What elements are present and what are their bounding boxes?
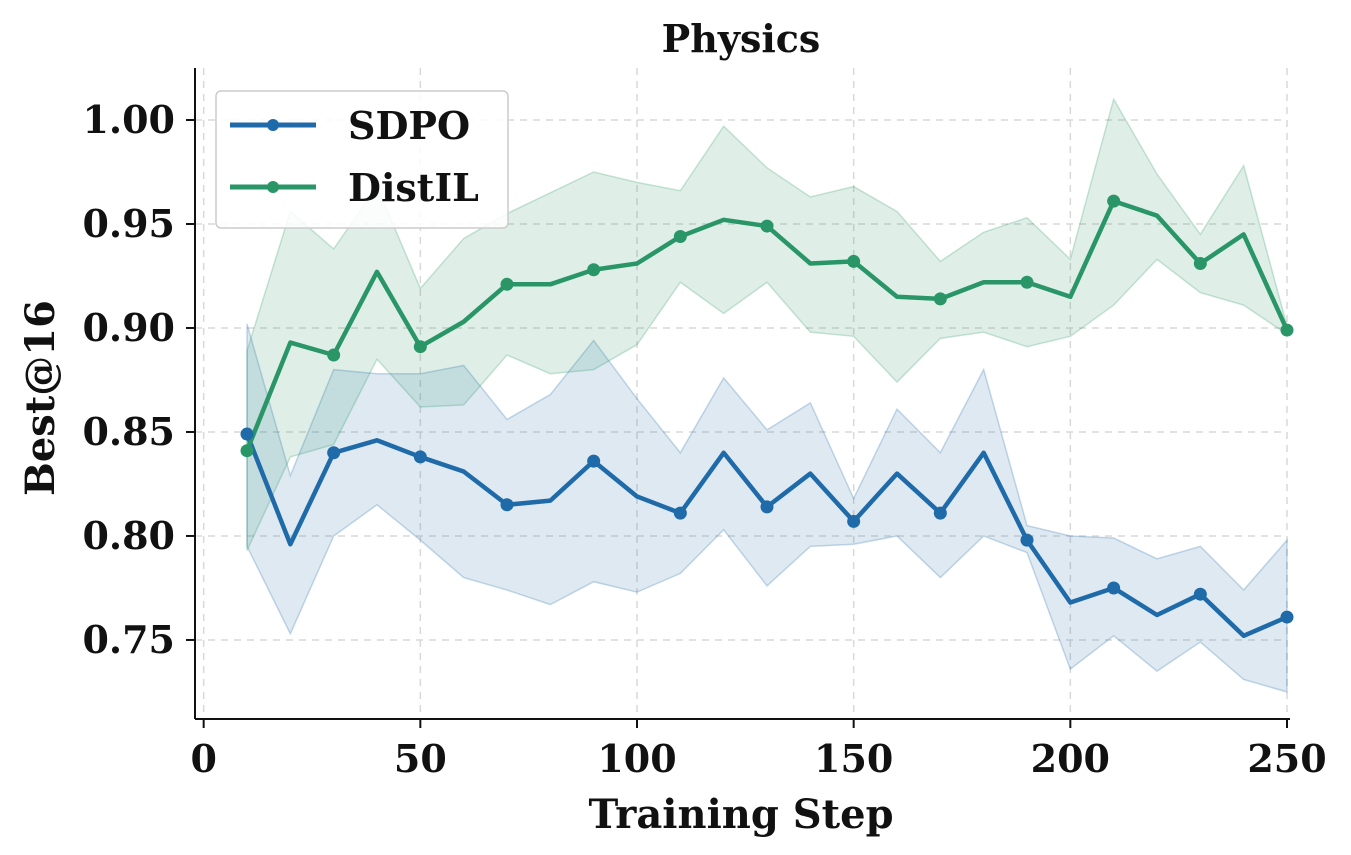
data-point-distil (1280, 323, 1294, 337)
x-tick-label: 150 (814, 736, 893, 781)
data-point-distil (760, 219, 774, 233)
data-point-sdpo (933, 506, 947, 520)
data-point-sdpo (1020, 533, 1034, 547)
data-point-sdpo (1280, 610, 1294, 624)
y-tick-label: 1.00 (82, 97, 175, 142)
data-point-distil (240, 444, 254, 458)
x-ticks: 0 50 100 150 200 250 (190, 719, 1327, 781)
legend-label-sdpo: SDPO (348, 103, 470, 148)
x-axis-label: Training Step (588, 791, 893, 838)
y-axis-label: Best@16 (17, 300, 64, 496)
y-tick-label: 0.85 (82, 409, 175, 454)
chart-title: Physics (662, 16, 821, 61)
legend-marker-distil (267, 181, 279, 193)
data-point-distil (847, 254, 861, 268)
data-point-sdpo (1107, 581, 1121, 595)
data-point-sdpo (847, 514, 861, 528)
data-point-distil (327, 348, 341, 362)
data-point-sdpo (587, 454, 601, 468)
data-point-distil (587, 263, 601, 277)
data-point-sdpo (673, 506, 687, 520)
data-point-sdpo (1193, 587, 1207, 601)
data-point-distil (413, 340, 427, 354)
data-point-sdpo (327, 446, 341, 460)
y-tick-label: 0.95 (82, 201, 175, 246)
y-tick-label: 0.80 (82, 513, 175, 558)
x-tick-label: 100 (597, 736, 676, 781)
y-ticks: 0.75 0.80 0.85 0.90 0.95 1.00 (82, 97, 195, 662)
axes (194, 68, 1290, 720)
x-tick-label: 250 (1247, 736, 1326, 781)
data-point-sdpo (240, 427, 254, 441)
data-point-sdpo (413, 450, 427, 464)
data-point-distil (1107, 194, 1121, 208)
x-tick-label: 200 (1031, 736, 1110, 781)
y-tick-label: 0.90 (82, 305, 175, 350)
series-markers (240, 194, 1294, 624)
data-point-distil (500, 277, 514, 291)
data-point-distil (1193, 257, 1207, 271)
x-tick-label: 50 (394, 736, 447, 781)
legend-marker-sdpo (267, 119, 279, 131)
data-point-sdpo (760, 500, 774, 514)
data-point-distil (673, 229, 687, 243)
legend-label-distil: DistIL (348, 165, 479, 210)
legend: SDPO DistIL (215, 90, 509, 229)
data-point-distil (1020, 275, 1034, 289)
data-point-sdpo (500, 498, 514, 512)
data-point-distil (933, 292, 947, 306)
x-tick-label: 0 (190, 736, 216, 781)
y-tick-label: 0.75 (82, 617, 175, 662)
